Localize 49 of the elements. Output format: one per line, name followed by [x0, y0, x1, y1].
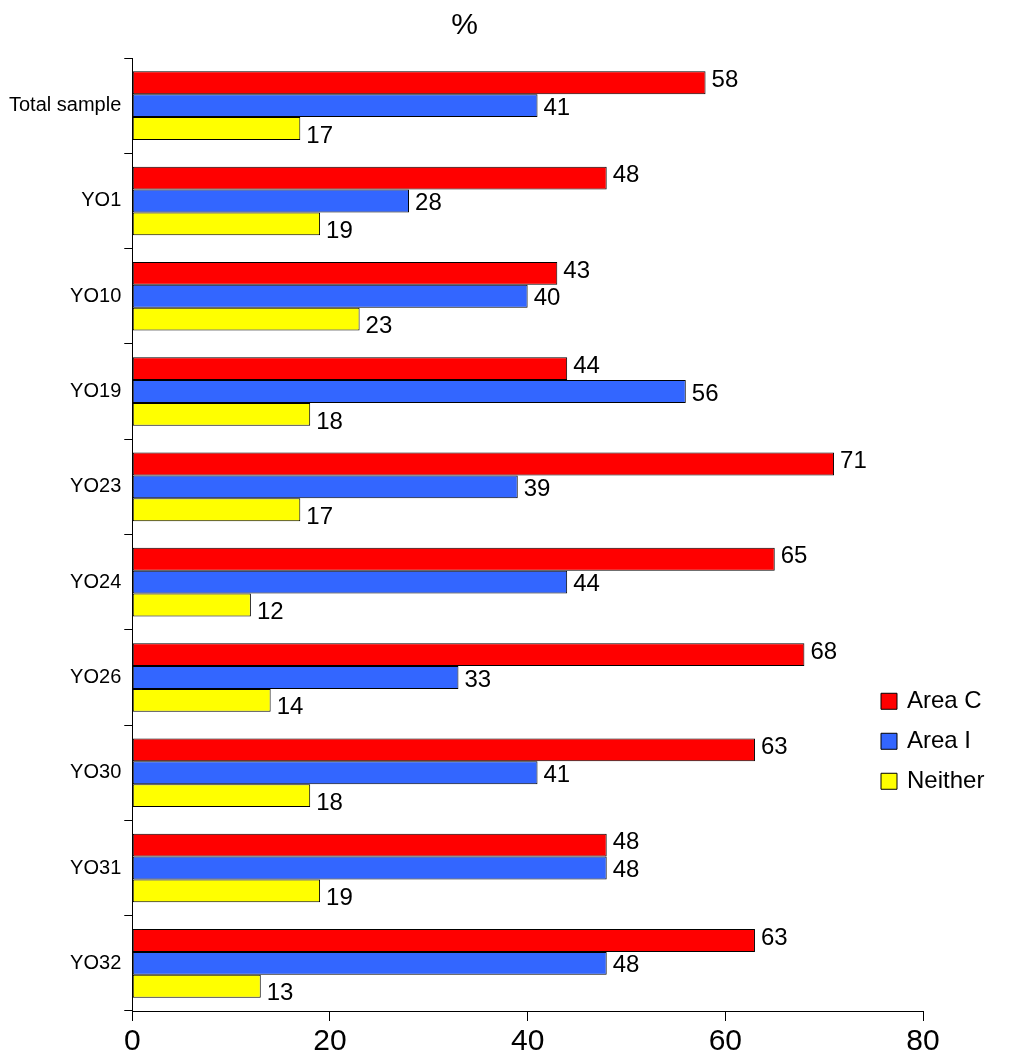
y-tick-label: YO24: [70, 569, 122, 592]
data-label: 48: [612, 950, 640, 978]
y-tick-label: Total sample: [8, 93, 122, 116]
data-label: 41: [543, 759, 571, 787]
data-label: 63: [760, 732, 788, 759]
x-tick-label: 20: [313, 1023, 347, 1057]
y-tick-label: YO31: [70, 855, 122, 878]
y-tick-label: YO10: [70, 283, 122, 306]
data-label: 19: [326, 215, 353, 243]
data-label: 41: [543, 92, 571, 120]
y-tick-label: YO26: [70, 664, 122, 687]
data-label: 19: [326, 883, 353, 911]
y-tick-label: YO30: [70, 760, 122, 783]
data-label: 17: [306, 501, 334, 529]
data-label: 13: [266, 978, 294, 1006]
legend-label: Area C: [907, 685, 982, 713]
data-label: 71: [840, 446, 867, 474]
data-label: 28: [415, 188, 442, 216]
y-tick-label: YO1: [81, 188, 122, 211]
data-label: 65: [780, 541, 808, 569]
data-label: 17: [306, 120, 334, 148]
data-label: 18: [316, 787, 343, 815]
data-label: 48: [612, 855, 640, 883]
data-label: 39: [523, 473, 551, 501]
y-tick-label: YO23: [70, 474, 122, 497]
y-tick-label: YO19: [70, 379, 122, 402]
legend-label: Neither: [907, 765, 985, 793]
data-label: 48: [612, 160, 640, 188]
x-tick-label: 40: [510, 1023, 545, 1057]
chart-title: %: [451, 7, 478, 41]
legend-label: Area I: [907, 725, 972, 753]
data-label: 12: [256, 597, 284, 625]
data-label: 40: [533, 283, 561, 311]
y-tick-label: YO32: [70, 950, 122, 973]
data-label: 23: [365, 311, 393, 339]
x-tick-label: 0: [123, 1023, 141, 1057]
data-label: 63: [760, 922, 788, 950]
data-label: 56: [691, 378, 719, 406]
data-label: 68: [810, 636, 838, 664]
data-label: 44: [573, 350, 600, 378]
data-label: 44: [573, 569, 600, 597]
data-label: 33: [464, 664, 492, 692]
data-label: 18: [316, 406, 343, 434]
x-tick-label: 80: [906, 1023, 940, 1057]
data-label: 43: [563, 255, 590, 283]
data-label: 58: [711, 64, 739, 92]
data-label: 14: [276, 692, 304, 720]
data-label: 48: [612, 827, 640, 855]
x-tick-label: 60: [708, 1023, 743, 1057]
